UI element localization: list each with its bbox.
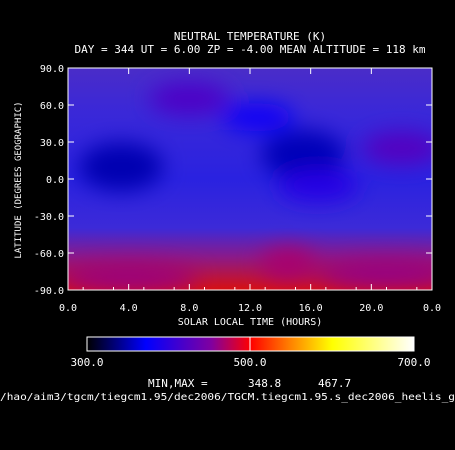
heatmap-hot-band: [316, 259, 432, 288]
y-tick-label: -60.0: [34, 249, 64, 260]
heatmap-cold-core: [261, 130, 346, 179]
x-axis-label: SOLAR LOCAL TIME (HOURS): [178, 317, 323, 328]
y-tick-label: 60.0: [40, 101, 64, 112]
x-axis: 0.0 4.0 8.0 12.0 16.0 20.0 0.0: [59, 68, 441, 314]
chart-title: NEUTRAL TEMPERATURE (K): [174, 30, 326, 43]
heatmap: [68, 68, 432, 290]
x-tick-label: 0.0: [423, 303, 441, 314]
heatmap-hot-band: [68, 263, 199, 290]
footer-path: /hao/aim3/tgcm/tiegcm1.95/dec2006/TGCM.t…: [0, 392, 455, 403]
colorbar-tick-label: 300.0: [70, 356, 103, 369]
x-tick-label: 0.0: [59, 303, 77, 314]
y-tick-label: 0.0: [46, 175, 64, 186]
heatmap-hot-cell: [259, 248, 316, 281]
x-tick-label: 12.0: [238, 303, 262, 314]
colorbar-tick-label: 500.0: [233, 356, 266, 369]
heatmap-cold-core: [79, 142, 164, 191]
chart-subtitle: DAY = 344 UT = 6.00 ZP = -4.00 MEAN ALTI…: [75, 43, 426, 56]
min-value: 348.8: [248, 377, 281, 390]
y-tick-label: -90.0: [34, 286, 64, 297]
heatmap-warm-cell: [278, 169, 359, 202]
x-tick-label: 8.0: [180, 303, 198, 314]
y-tick-label: 90.0: [40, 64, 64, 75]
minmax-label: MIN,MAX =: [148, 377, 208, 390]
x-tick-label: 16.0: [299, 303, 323, 314]
colorbar: 300.0 500.0 700.0: [70, 336, 431, 369]
heatmap-warm-cell: [149, 82, 230, 115]
y-axis: 90.0 60.0 30.0 0.0 -30.0 -60.0 -90.0: [34, 64, 432, 297]
y-axis-label: LATITUDE (DEGREES GEOGRAPHIC): [14, 101, 24, 258]
colorbar-tick-label: 700.0: [397, 356, 430, 369]
x-tick-label: 20.0: [359, 303, 383, 314]
heatmap-cold-cell: [221, 103, 294, 132]
heatmap-warm-cell: [361, 132, 432, 165]
y-tick-label: 30.0: [40, 138, 64, 149]
x-tick-label: 4.0: [120, 303, 138, 314]
max-value: 467.7: [318, 377, 351, 390]
y-tick-label: -30.0: [34, 212, 64, 223]
